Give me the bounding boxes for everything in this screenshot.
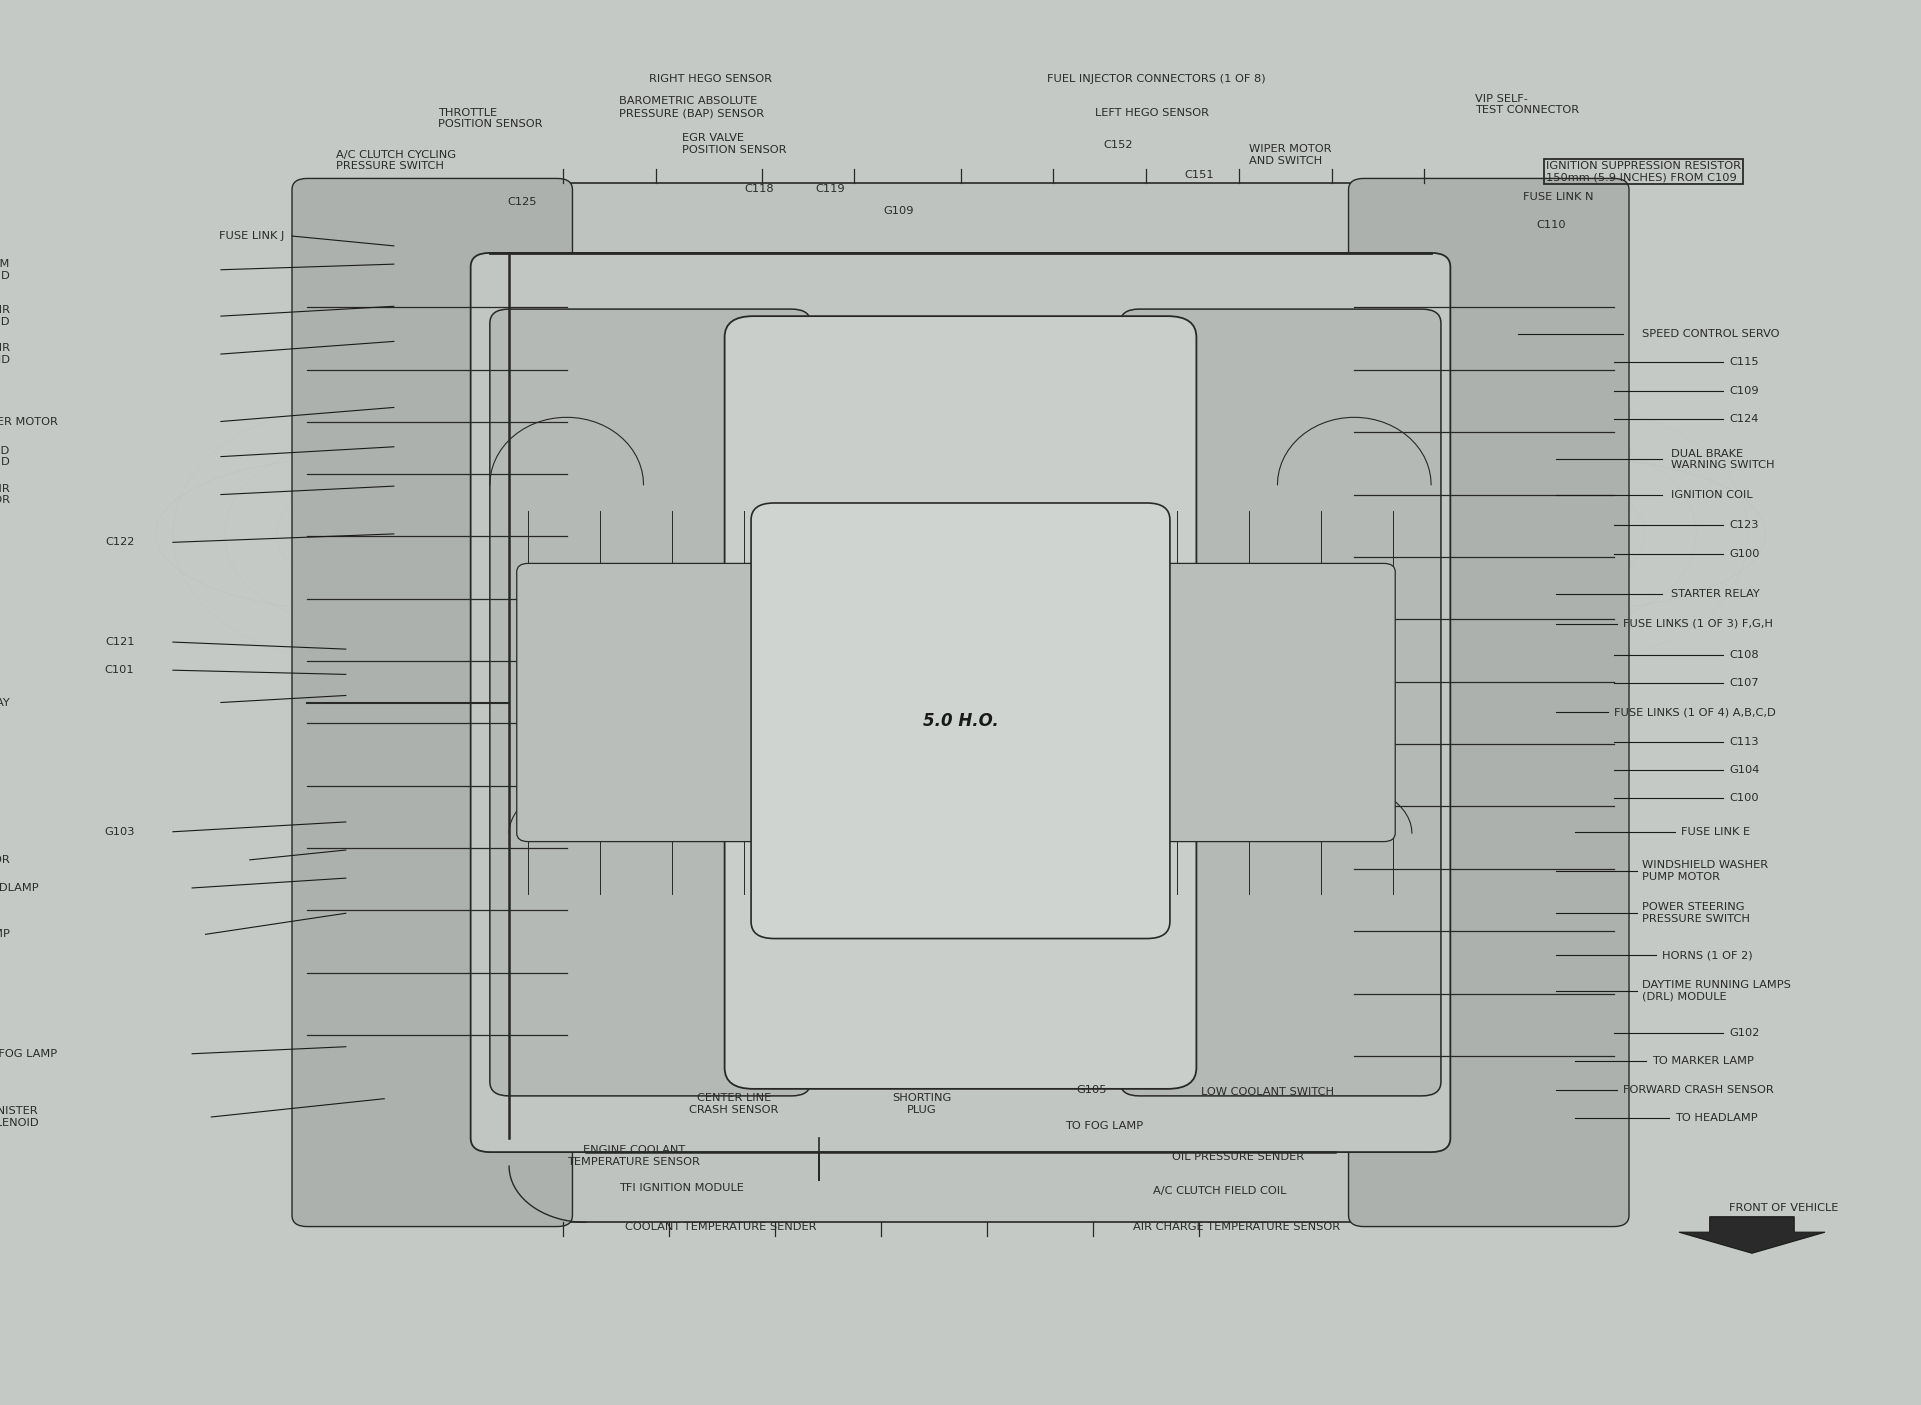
- Text: G109: G109: [884, 207, 914, 216]
- Text: DUAL BRAKE
WARNING SWITCH: DUAL BRAKE WARNING SWITCH: [1671, 448, 1775, 471]
- Text: TO MARKER LAMP: TO MARKER LAMP: [1652, 1055, 1754, 1066]
- Text: 5.0 H.O.: 5.0 H.O.: [922, 712, 999, 729]
- Text: FUSE LINKS (1 OF 3) F,G,H: FUSE LINKS (1 OF 3) F,G,H: [1623, 618, 1773, 629]
- Text: MASS AIR
FLOW SENSOR: MASS AIR FLOW SENSOR: [0, 483, 10, 506]
- Text: IGNITION COIL: IGNITION COIL: [1671, 489, 1752, 500]
- Text: FUSE LINKS (1 OF 4) A,B,C,D: FUSE LINKS (1 OF 4) A,B,C,D: [1614, 707, 1775, 718]
- Text: FUSE LINK J: FUSE LINK J: [219, 230, 284, 242]
- Text: DAYTIME RUNNING LAMPS
(DRL) MODULE: DAYTIME RUNNING LAMPS (DRL) MODULE: [1642, 979, 1790, 1002]
- Text: STARTER RELAY: STARTER RELAY: [1671, 589, 1760, 600]
- Text: SPEED CONTROL SERVO: SPEED CONTROL SERVO: [1642, 329, 1781, 340]
- Text: C107: C107: [1729, 677, 1758, 688]
- Text: TFI IGNITION MODULE: TFI IGNITION MODULE: [619, 1183, 745, 1193]
- Text: G103: G103: [104, 826, 134, 837]
- Text: TO FOG LAMP: TO FOG LAMP: [0, 1048, 58, 1059]
- FancyBboxPatch shape: [1118, 563, 1395, 842]
- Text: C151: C151: [1183, 170, 1214, 180]
- Text: C113: C113: [1729, 736, 1758, 747]
- Text: C100: C100: [1729, 792, 1758, 804]
- Text: THERMACTOR AIR
BYPASS SOLENOID: THERMACTOR AIR BYPASS SOLENOID: [0, 343, 10, 365]
- Text: C109: C109: [1729, 385, 1758, 396]
- Text: C119: C119: [815, 184, 845, 194]
- Text: G105: G105: [1076, 1085, 1106, 1094]
- Text: BAROMETRIC ABSOLUTE
PRESSURE (BAP) SENSOR: BAROMETRIC ABSOLUTE PRESSURE (BAP) SENSO…: [619, 97, 765, 118]
- FancyBboxPatch shape: [1120, 309, 1441, 1096]
- Text: C123: C123: [1729, 520, 1758, 531]
- Text: LEFT HEGO SENSOR: LEFT HEGO SENSOR: [1095, 108, 1208, 118]
- Text: C115: C115: [1729, 357, 1758, 368]
- Text: RIGHT HEGO SENSOR: RIGHT HEGO SENSOR: [649, 74, 772, 84]
- Text: C101: C101: [106, 665, 134, 676]
- Text: A/C CLUTCH FIELD COIL: A/C CLUTCH FIELD COIL: [1153, 1186, 1285, 1196]
- FancyBboxPatch shape: [517, 563, 793, 842]
- FancyBboxPatch shape: [292, 178, 572, 1227]
- Text: C110: C110: [1537, 221, 1566, 230]
- Text: G100: G100: [1729, 548, 1760, 559]
- Text: C152: C152: [1103, 140, 1133, 150]
- Text: IGNITION SUPPRESSION RESISTOR
150mm (5.9 INCHES) FROM C109: IGNITION SUPPRESSION RESISTOR 150mm (5.9…: [1546, 160, 1742, 183]
- Text: CANISTER
PURGE SOLENOID: CANISTER PURGE SOLENOID: [0, 1106, 38, 1128]
- Text: TO FOG LAMP: TO FOG LAMP: [1066, 1121, 1143, 1131]
- Polygon shape: [1679, 1217, 1825, 1253]
- Text: C118: C118: [743, 184, 774, 194]
- FancyBboxPatch shape: [724, 316, 1197, 1089]
- Text: VIP SELF-
TEST CONNECTOR: VIP SELF- TEST CONNECTOR: [1475, 94, 1579, 115]
- Text: HORNS (1 OF 2): HORNS (1 OF 2): [1662, 950, 1752, 961]
- Text: WOT CUTOUT RELAY: WOT CUTOUT RELAY: [0, 697, 10, 708]
- Text: IDLE SPEED
CONTROL SOLENOID: IDLE SPEED CONTROL SOLENOID: [0, 445, 10, 468]
- Text: THERMACTOR AIR
DIVERTER SOLENOID: THERMACTOR AIR DIVERTER SOLENOID: [0, 305, 10, 327]
- Text: TO HEADLAMP: TO HEADLAMP: [0, 882, 38, 894]
- Text: SHORTING
PLUG: SHORTING PLUG: [893, 1093, 951, 1114]
- Text: FORWARD CRASH SENSOR: FORWARD CRASH SENSOR: [1623, 1085, 1773, 1096]
- Bar: [298, 183, 1623, 1222]
- Text: FRONT OF VEHICLE: FRONT OF VEHICLE: [1729, 1203, 1838, 1214]
- Text: FUSE LINK E: FUSE LINK E: [1681, 826, 1750, 837]
- Text: FUSE LINK N: FUSE LINK N: [1523, 192, 1594, 202]
- Text: STARTER MOTOR: STARTER MOTOR: [0, 416, 58, 427]
- Text: C122: C122: [106, 537, 134, 548]
- Text: FUEL INJECTOR CONNECTORS (1 OF 8): FUEL INJECTOR CONNECTORS (1 OF 8): [1047, 74, 1266, 84]
- Text: FORWARD CRASH SENSOR: FORWARD CRASH SENSOR: [0, 854, 10, 865]
- Text: WIPER MOTOR
AND SWITCH: WIPER MOTOR AND SWITCH: [1249, 145, 1331, 166]
- Text: G102: G102: [1729, 1027, 1760, 1038]
- Text: EGR VACUUM
REGULATOR SOLENOID: EGR VACUUM REGULATOR SOLENOID: [0, 259, 10, 281]
- Text: C108: C108: [1729, 649, 1758, 660]
- Text: CENTER LINE
CRASH SENSOR: CENTER LINE CRASH SENSOR: [690, 1093, 778, 1114]
- FancyBboxPatch shape: [1349, 178, 1629, 1227]
- Text: A/C CLUTCH CYCLING
PRESSURE SWITCH: A/C CLUTCH CYCLING PRESSURE SWITCH: [336, 150, 455, 171]
- Text: C121: C121: [106, 636, 134, 648]
- Text: TO HEADLAMP: TO HEADLAMP: [1675, 1113, 1758, 1124]
- Text: THROTTLE
POSITION SENSOR: THROTTLE POSITION SENSOR: [438, 108, 542, 129]
- FancyBboxPatch shape: [751, 503, 1170, 939]
- Text: ENGINE COOLANT
TEMPERATURE SENSOR: ENGINE COOLANT TEMPERATURE SENSOR: [567, 1145, 701, 1166]
- Text: LOW COOLANT SWITCH: LOW COOLANT SWITCH: [1201, 1087, 1333, 1097]
- Text: EGR VALVE
POSITION SENSOR: EGR VALVE POSITION SENSOR: [682, 133, 786, 155]
- Text: WINDSHIELD WASHER
PUMP MOTOR: WINDSHIELD WASHER PUMP MOTOR: [1642, 860, 1769, 882]
- Text: COOLANT TEMPERATURE SENDER: COOLANT TEMPERATURE SENDER: [624, 1222, 816, 1232]
- Text: TO MARKER LAMP: TO MARKER LAMP: [0, 929, 10, 940]
- Text: C124: C124: [1729, 413, 1758, 424]
- FancyBboxPatch shape: [490, 309, 811, 1096]
- FancyBboxPatch shape: [471, 253, 1450, 1152]
- Text: C125: C125: [507, 197, 538, 207]
- Text: G104: G104: [1729, 764, 1760, 776]
- Text: OIL PRESSURE SENDER: OIL PRESSURE SENDER: [1172, 1152, 1304, 1162]
- Text: POWER STEERING
PRESSURE SWITCH: POWER STEERING PRESSURE SWITCH: [1642, 902, 1750, 924]
- Text: AIR CHARGE TEMPERATURE SENSOR: AIR CHARGE TEMPERATURE SENSOR: [1133, 1222, 1341, 1232]
